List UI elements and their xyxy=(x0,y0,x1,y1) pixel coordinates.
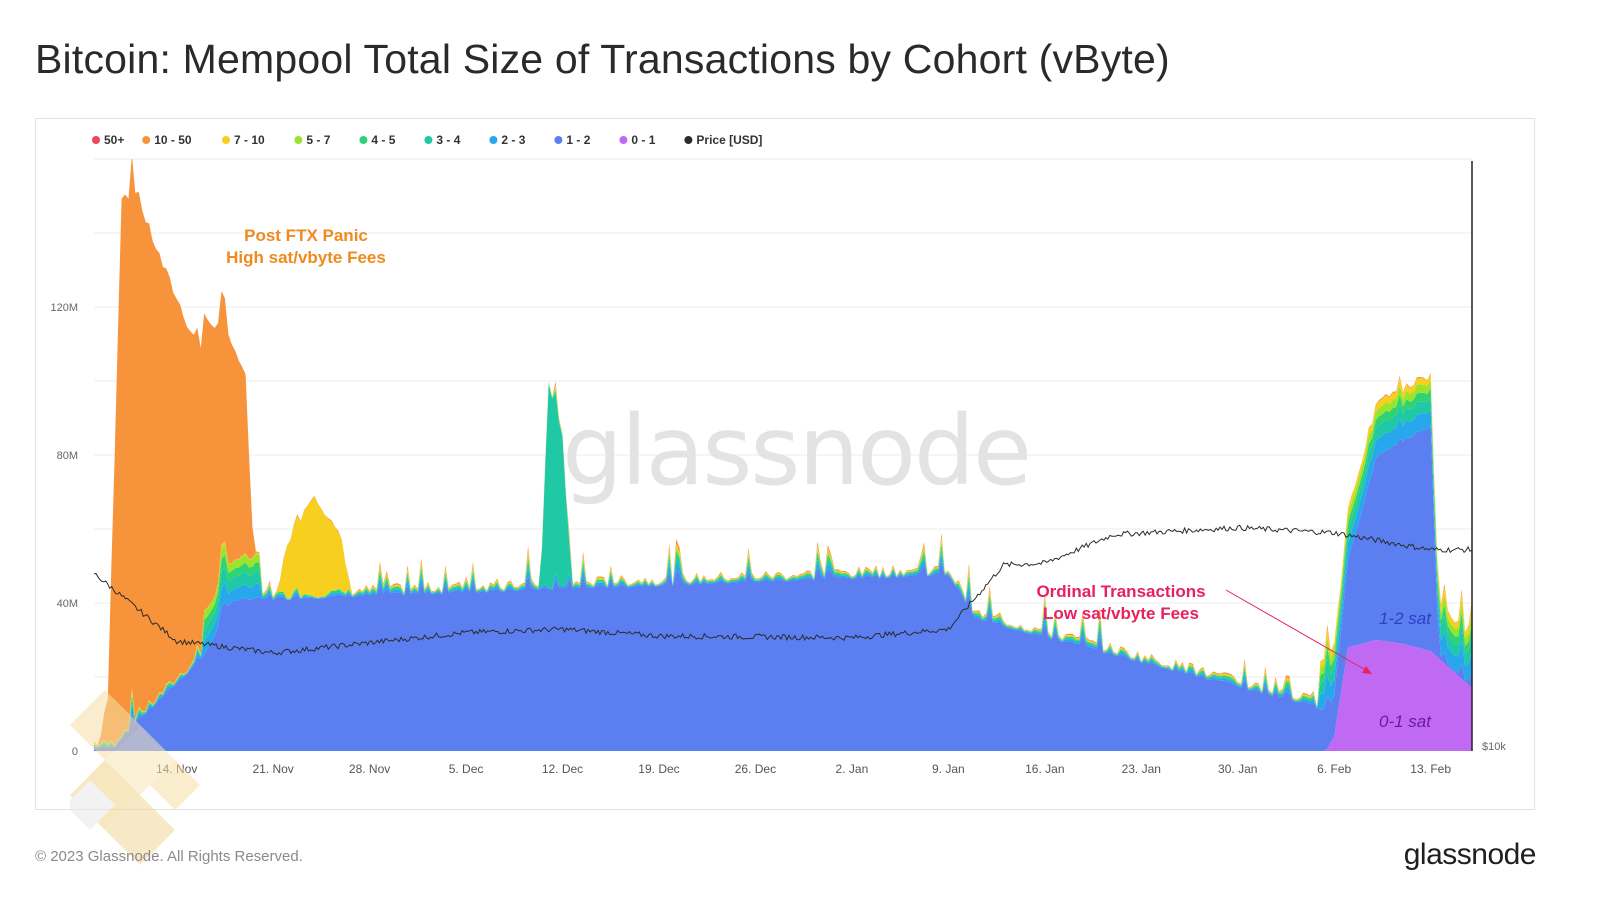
legend-item[interactable]: 7 - 10 xyxy=(222,133,265,147)
legend-dot-icon xyxy=(554,136,563,144)
brand-logo: glassnode xyxy=(1403,838,1537,871)
legend-item[interactable]: Price [USD] xyxy=(684,133,762,147)
y-right-tick-label: $10k xyxy=(1482,741,1506,753)
price-line xyxy=(94,524,1472,656)
legend-item[interactable]: 50+ xyxy=(92,133,124,147)
legend-label: 3 - 4 xyxy=(436,133,460,147)
annotation-label: Low sat/vbyte Fees xyxy=(1043,604,1199,623)
area-0-1 xyxy=(94,640,1472,751)
legend-dot-icon xyxy=(222,136,230,144)
copyright: © 2023 Glassnode. All Rights Reserved. xyxy=(35,848,303,865)
price-series xyxy=(94,524,1472,656)
legend-label: 2 - 3 xyxy=(501,133,525,147)
x-tick-label: 21. Nov xyxy=(252,762,293,776)
legend-label: 50+ xyxy=(104,133,124,147)
x-tick-label: 13. Feb xyxy=(1410,762,1451,776)
x-tick-label: 16. Jan xyxy=(1025,762,1064,776)
annotation-label: Ordinal Transactions xyxy=(1036,582,1205,601)
y-tick-label: 40M xyxy=(57,598,78,610)
legend-label: Price [USD] xyxy=(696,133,762,147)
annotation-arrow xyxy=(1225,589,1370,673)
legend-item[interactable]: 4 - 5 xyxy=(359,133,396,147)
legend-item[interactable]: 2 - 3 xyxy=(489,133,526,147)
glassnode-logo-mark xyxy=(70,690,200,865)
y-tick-label: 0 xyxy=(72,746,78,758)
annotations: Post FTX Panic High sat/vbyte Fees Ordinal… xyxy=(226,226,1432,731)
y-tick-label: 80M xyxy=(57,450,78,462)
x-tick-label: 2. Jan xyxy=(836,762,869,776)
legend-dot-icon xyxy=(424,136,433,144)
x-tick-label: 6. Feb xyxy=(1317,762,1351,776)
legend-label: 5 - 7 xyxy=(306,133,330,147)
legend-dot-icon xyxy=(684,136,693,144)
legend-dot-icon xyxy=(294,136,303,144)
y-axis-left: 0 40M 80M 120M xyxy=(50,302,78,758)
legend-label: 7 - 10 xyxy=(234,133,265,147)
y-axis-right: $10k xyxy=(1482,741,1506,753)
stacked-areas xyxy=(94,159,1472,751)
legend-item[interactable]: 0 - 1 xyxy=(619,133,656,147)
legend[interactable]: 50+ 10 - 50 7 - 10 5 - 7 4 - 5 3 - 4 2 - 3 1 - … xyxy=(92,133,762,147)
area-7-10 xyxy=(94,373,1472,747)
x-tick-label: 9. Jan xyxy=(932,762,965,776)
area-1-2 xyxy=(94,425,1472,751)
legend-label: 10 - 50 xyxy=(154,133,192,147)
legend-label: 1 - 2 xyxy=(566,133,590,147)
legend-dot-icon xyxy=(92,136,100,144)
watermark: glassnode xyxy=(562,395,1030,507)
legend-item[interactable]: 1 - 2 xyxy=(554,133,591,147)
x-tick-label: 23. Jan xyxy=(1122,762,1161,776)
legend-dot-icon xyxy=(489,136,498,144)
annotation-label: 0-1 sat xyxy=(1379,712,1432,731)
x-tick-label: 19. Dec xyxy=(638,762,679,776)
y-tick-label: 120M xyxy=(50,302,78,314)
x-tick-label: 26. Dec xyxy=(735,762,776,776)
legend-item[interactable]: 10 - 50 xyxy=(142,133,192,147)
annotation-label: 1-2 sat xyxy=(1379,609,1432,628)
legend-label: 0 - 1 xyxy=(631,133,655,147)
x-tick-label: 5. Dec xyxy=(449,762,484,776)
area-2-3 xyxy=(94,408,1472,749)
legend-item[interactable]: 3 - 4 xyxy=(424,133,461,147)
legend-dot-icon xyxy=(142,136,151,144)
legend-dot-icon xyxy=(359,136,368,144)
legend-label: 4 - 5 xyxy=(371,133,395,147)
annotation-label: High sat/vbyte Fees xyxy=(226,248,386,267)
x-tick-label: 12. Dec xyxy=(542,762,583,776)
x-tick-label: 28. Nov xyxy=(349,762,390,776)
legend-dot-icon xyxy=(619,136,628,144)
legend-item[interactable]: 5 - 7 xyxy=(294,133,331,147)
annotation-label: Post FTX Panic xyxy=(244,226,368,245)
page-title: Bitcoin: Mempool Total Size of Transacti… xyxy=(35,36,1170,82)
arrow-head-icon xyxy=(1362,666,1372,674)
x-tick-label: 30. Jan xyxy=(1218,762,1257,776)
